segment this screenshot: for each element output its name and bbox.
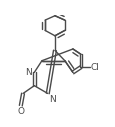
Text: O: O <box>17 107 24 116</box>
Text: N: N <box>25 68 31 77</box>
Text: N: N <box>48 95 55 104</box>
Text: Cl: Cl <box>90 63 99 72</box>
